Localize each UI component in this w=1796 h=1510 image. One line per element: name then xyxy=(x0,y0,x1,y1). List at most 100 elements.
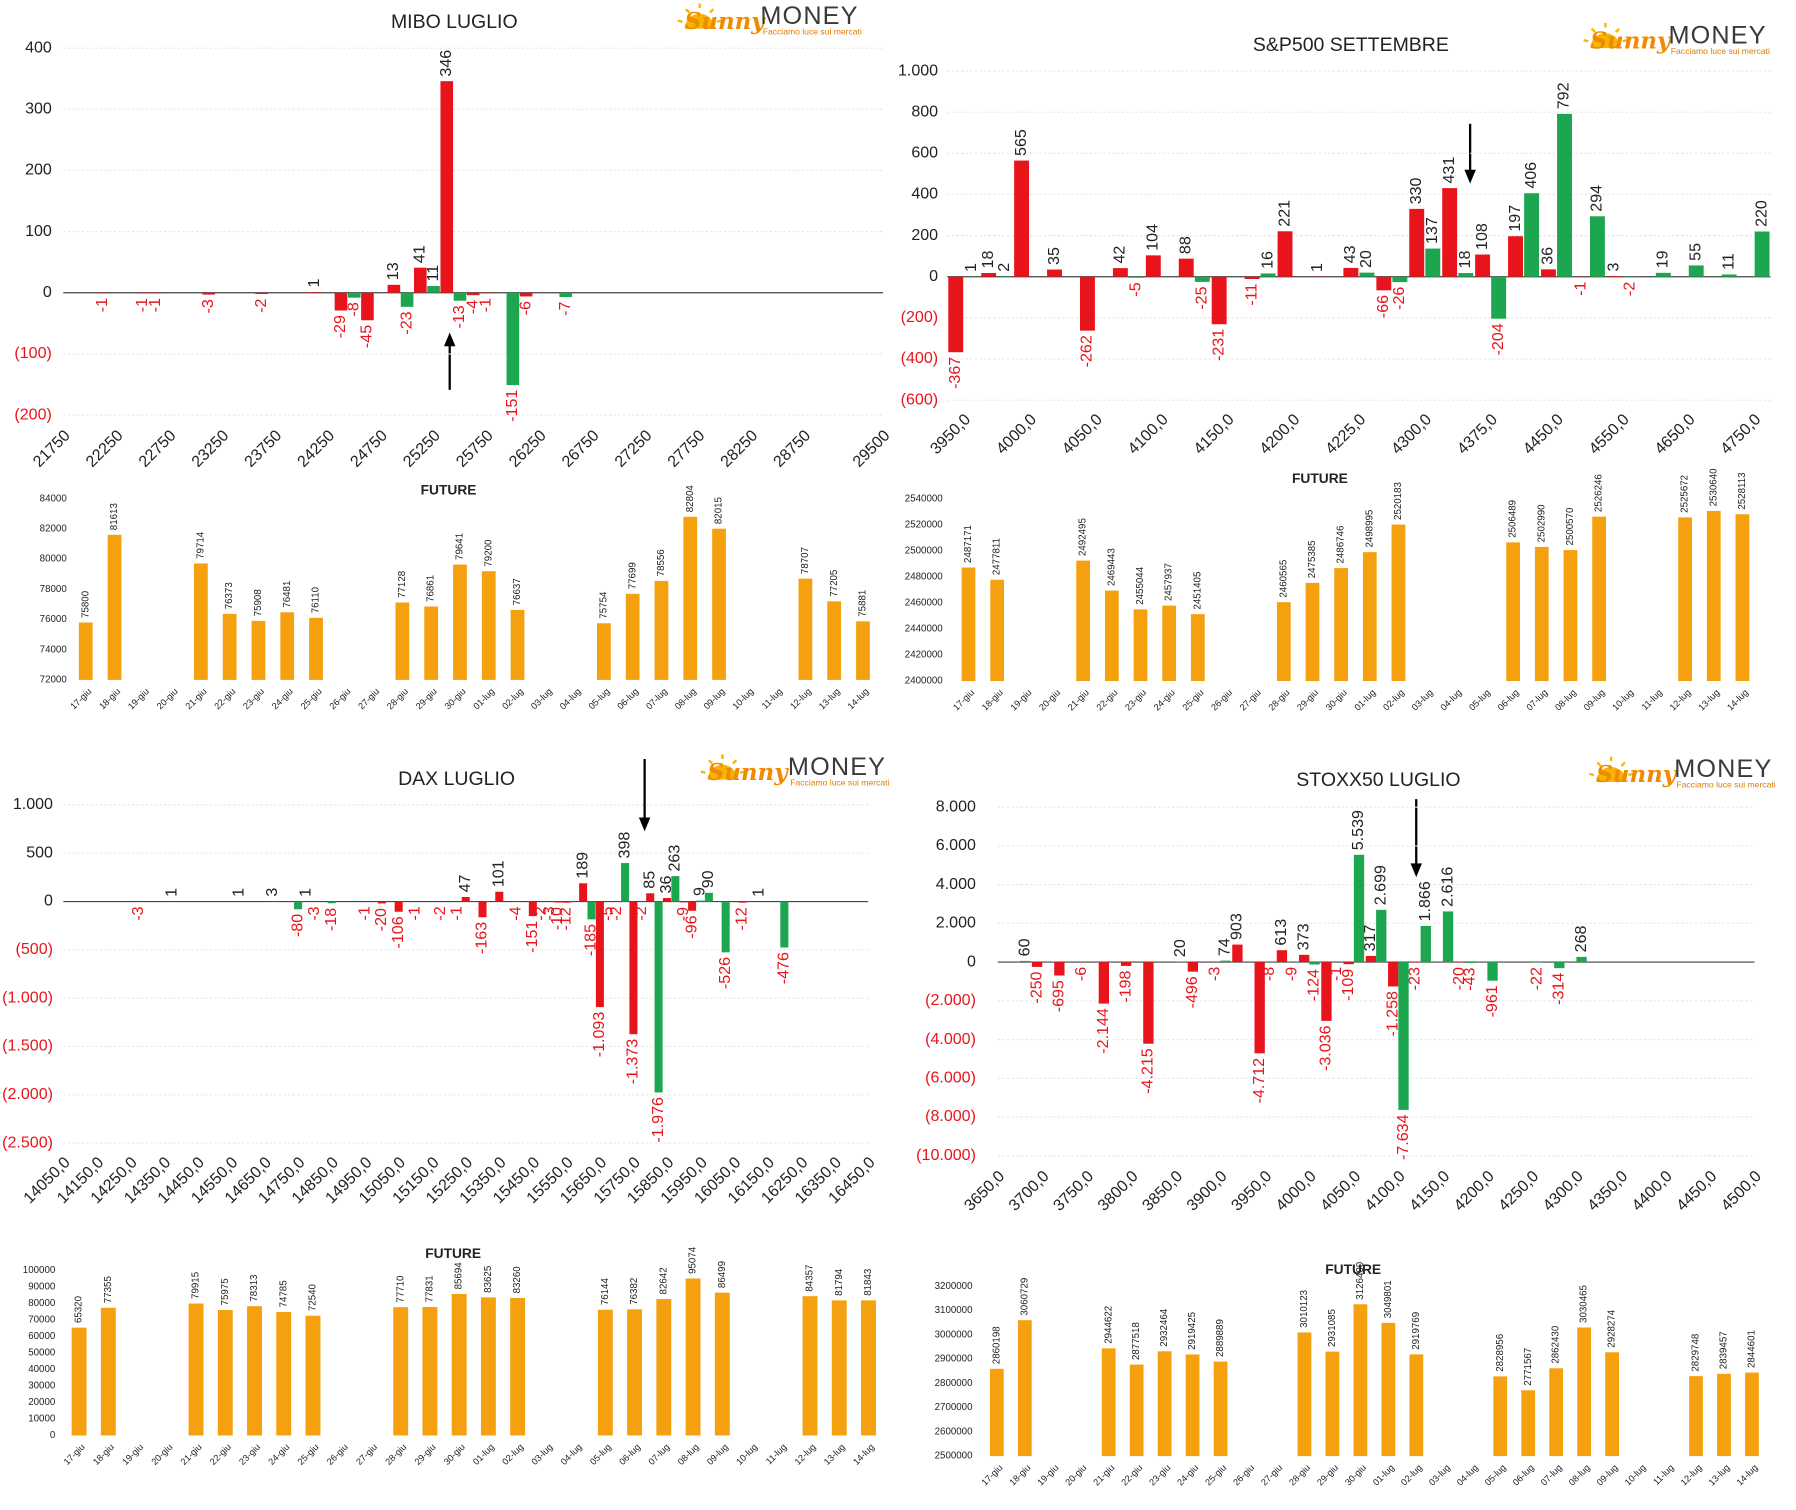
x-tick-label: 27-giu xyxy=(356,686,381,711)
data-label: 2469443 xyxy=(1106,548,1117,586)
x-tick-label: 4450,0 xyxy=(1519,410,1566,457)
x-tick-label: 09-lug xyxy=(1582,687,1607,712)
data-label: -4.215 xyxy=(1139,1048,1157,1094)
data-label: 36 xyxy=(1539,247,1557,265)
bar xyxy=(1549,1368,1564,1457)
x-tick-label: 14-lug xyxy=(1725,687,1750,712)
y-tick-label: 4.000 xyxy=(936,875,976,893)
y-tick-label: 50000 xyxy=(28,1348,56,1359)
y-tick-label: (500) xyxy=(16,940,53,958)
x-tick-label: 30-giu xyxy=(1343,1462,1368,1487)
x-tick-label: 25-giu xyxy=(1180,687,1205,712)
data-label: 18 xyxy=(979,251,997,269)
x-tick-label: 4000,0 xyxy=(1272,1167,1319,1214)
x-tick-label: 27750 xyxy=(664,426,708,470)
y-tick-label: 0 xyxy=(929,267,938,285)
data-label: 398 xyxy=(615,832,633,859)
data-label: 2860198 xyxy=(991,1326,1002,1364)
x-tick-label: 06-lug xyxy=(1511,1462,1536,1487)
x-tick-label: 19-giu xyxy=(1008,687,1033,712)
bar xyxy=(427,286,440,293)
data-label: 1 xyxy=(1308,263,1326,272)
bar xyxy=(78,622,93,680)
data-label: 76110 xyxy=(311,586,322,613)
y-tick-label: 2500000 xyxy=(935,1451,973,1462)
y-tick-label: 1.000 xyxy=(898,61,938,79)
bar xyxy=(255,292,268,294)
x-tick-label: 3750,0 xyxy=(1050,1167,1097,1214)
bar xyxy=(597,623,611,680)
bar xyxy=(481,571,496,680)
bar xyxy=(961,567,976,682)
y-tick-label: 74000 xyxy=(40,644,68,655)
bar xyxy=(597,1309,613,1436)
bar xyxy=(1254,962,1265,1054)
data-label: 20 xyxy=(1171,939,1189,957)
bar xyxy=(251,620,266,680)
bar xyxy=(217,1310,233,1436)
x-tick-label: 28250 xyxy=(717,426,761,470)
data-label: -3 xyxy=(129,906,147,920)
bar xyxy=(1576,956,1587,963)
bar xyxy=(1717,1373,1731,1457)
bar xyxy=(276,1312,292,1436)
x-tick-label: 30-giu xyxy=(442,1442,467,1467)
bar xyxy=(1101,1348,1116,1457)
data-label: 84357 xyxy=(805,1265,816,1292)
bar xyxy=(559,292,573,298)
bar xyxy=(294,901,303,910)
y-tick-label: 78000 xyxy=(40,584,68,595)
x-tick-label: 19-giu xyxy=(126,686,151,711)
logo-brand: Sunny xyxy=(1596,761,1678,788)
bar xyxy=(528,901,537,917)
arrow xyxy=(443,332,456,390)
bar xyxy=(621,863,630,902)
bar xyxy=(1047,269,1062,277)
data-label: 55 xyxy=(1686,243,1704,261)
bar xyxy=(1128,276,1144,278)
data-label: 2475385 xyxy=(1307,540,1318,578)
x-tick-label: 21-giu xyxy=(184,686,209,711)
bar xyxy=(1054,962,1065,976)
x-tick-label: 26-giu xyxy=(1209,687,1234,712)
bar xyxy=(1299,954,1310,963)
data-label: -25 xyxy=(1193,286,1211,309)
data-label: -2 xyxy=(632,906,650,920)
data-label: 47 xyxy=(456,874,474,892)
x-tick-label: 29500 xyxy=(849,426,893,470)
x-tick-label: 19-giu xyxy=(120,1442,145,1467)
bar xyxy=(671,876,680,902)
bar xyxy=(1388,962,1399,987)
bar xyxy=(662,898,671,902)
x-tick-label: 06-lug xyxy=(1496,687,1521,712)
y-tick-label: 0 xyxy=(50,1430,56,1441)
data-label: 76637 xyxy=(512,578,523,605)
bar xyxy=(222,613,237,680)
logo-tagline: Facciamo luce sui mercati xyxy=(763,26,862,36)
x-tick-label: 04-lug xyxy=(1455,1462,1480,1487)
data-label: 189 xyxy=(573,852,591,879)
bar xyxy=(827,601,842,680)
x-tick-label: 20-giu xyxy=(149,1442,174,1467)
logo-name: MONEY xyxy=(1674,755,1772,783)
bar xyxy=(1721,274,1737,277)
bar xyxy=(1353,854,1365,963)
data-label: 79714 xyxy=(195,531,206,559)
x-tick-label: 4150,0 xyxy=(1406,1167,1453,1214)
y-tick-label: 400 xyxy=(911,185,938,203)
chart-title: FUTURE xyxy=(421,482,477,497)
y-tick-label: 2400000 xyxy=(905,676,943,687)
x-tick-label: 23750 xyxy=(241,426,285,470)
logo-tagline: Facciamo luce sui mercati xyxy=(790,777,889,787)
data-label: -23 xyxy=(397,311,415,334)
data-label: 88 xyxy=(1176,236,1194,254)
data-label: 72540 xyxy=(308,1283,319,1311)
bar xyxy=(1276,602,1291,682)
x-tick-label: 02-lug xyxy=(500,1442,525,1467)
y-tick-label: 0 xyxy=(44,892,53,910)
bar xyxy=(856,621,870,680)
data-label: -3 xyxy=(199,299,217,313)
data-label: -1.976 xyxy=(649,1097,667,1143)
x-tick-label: 11-lug xyxy=(764,1442,789,1467)
